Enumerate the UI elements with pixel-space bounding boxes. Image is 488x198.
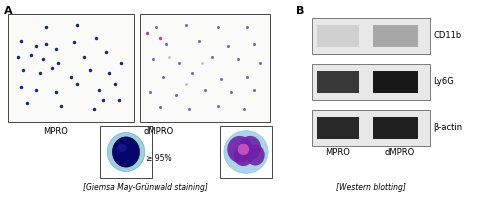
Ellipse shape [227,136,252,163]
Bar [373,71,418,93]
Ellipse shape [107,132,145,171]
Bar [312,18,430,54]
Text: MPRO: MPRO [43,127,68,136]
Text: β-actin: β-actin [433,124,462,132]
Ellipse shape [238,144,249,155]
Ellipse shape [246,145,264,166]
Bar [140,14,270,122]
Text: MPRO: MPRO [325,148,350,157]
Bar [373,25,418,47]
Ellipse shape [112,137,140,167]
Ellipse shape [117,144,126,152]
Bar [317,71,359,93]
Text: [Giemsa May-Grünwald staining]: [Giemsa May-Grünwald staining] [82,183,207,192]
Bar [317,25,359,47]
Bar [312,64,430,100]
Bar [312,110,430,146]
Text: dMPRO: dMPRO [384,148,414,157]
Bar [8,14,134,122]
Text: [Western blotting]: [Western blotting] [336,183,406,192]
Text: Ly6G: Ly6G [433,77,454,87]
Bar [373,117,418,139]
Ellipse shape [224,131,268,173]
Bar [100,126,152,178]
Bar [220,126,272,178]
Text: ≥ 95%: ≥ 95% [146,154,172,163]
Text: CD11b: CD11b [433,31,461,41]
Bar [317,117,359,139]
Ellipse shape [239,136,261,160]
Text: B: B [296,6,305,16]
Text: dMPRO: dMPRO [144,127,174,136]
Ellipse shape [234,146,253,166]
Text: A: A [4,6,13,16]
